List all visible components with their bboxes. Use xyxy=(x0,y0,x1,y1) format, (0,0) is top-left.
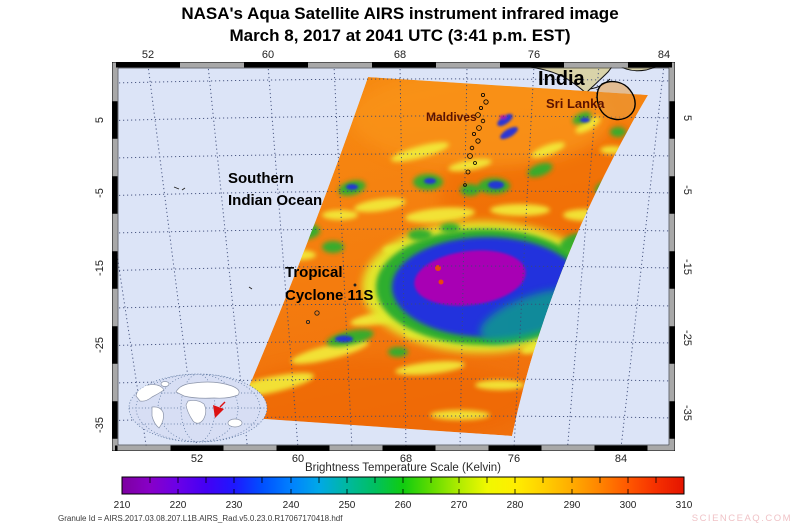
inset-continents xyxy=(135,381,243,429)
axis-left-m15: -15 xyxy=(94,260,106,276)
granule-id-text: Granule Id = AIRS.2017.03.08.207.L1B.AIR… xyxy=(58,514,343,523)
cb-label-250: 250 xyxy=(339,500,356,511)
axis-top-60: 60 xyxy=(262,49,274,61)
cyclone-cloud-mass xyxy=(362,221,626,357)
axis-bottom-52: 52 xyxy=(191,453,203,465)
colorbar-ticks xyxy=(149,477,657,494)
axis-right-m5: -5 xyxy=(681,185,693,195)
axis-left-m25: -25 xyxy=(94,337,106,353)
figure-title: NASA's Aqua Satellite AIRS instrument in… xyxy=(0,3,800,47)
cb-label-210: 210 xyxy=(114,500,131,511)
colorbar-tick-labels: 210 220 230 240 250 260 270 280 290 300 … xyxy=(114,500,693,511)
sri-lanka-outline xyxy=(596,80,636,121)
axis-top-52: 52 xyxy=(142,49,154,61)
label-maldives: Maldives xyxy=(426,110,477,124)
axis-right-m15: -15 xyxy=(681,259,693,275)
colorbar: Brightness Temperature Scale (Kelvin) xyxy=(114,462,693,511)
cb-label-270: 270 xyxy=(451,500,468,511)
cyclone-core xyxy=(414,250,526,306)
small-islands xyxy=(173,186,357,325)
cb-label-240: 240 xyxy=(283,500,300,511)
axis-left-m5: -5 xyxy=(94,188,106,198)
axis-top-68: 68 xyxy=(394,49,406,61)
cb-label-260: 260 xyxy=(395,500,412,511)
axis-right-5: 5 xyxy=(681,115,693,121)
cb-label-220: 220 xyxy=(170,500,187,511)
cb-label-280: 280 xyxy=(507,500,524,511)
maldives-atolls xyxy=(463,93,489,187)
axis-right-m25: -25 xyxy=(681,330,693,346)
label-tropical: Tropical xyxy=(285,264,343,281)
cb-label-290: 290 xyxy=(564,500,581,511)
colorbar-gradient-strip xyxy=(121,476,685,495)
label-indian-ocean: Indian Ocean xyxy=(228,192,322,209)
axis-right-m35: -35 xyxy=(681,405,693,421)
axis-bottom-76: 76 xyxy=(508,453,520,465)
map-frame xyxy=(112,62,675,451)
label-cyclone-11s: Cyclone 11S xyxy=(285,287,373,304)
axis-top-76: 76 xyxy=(528,49,540,61)
map-panel: Southern Indian Ocean Tropical Cyclone 1… xyxy=(94,49,693,465)
label-india: India xyxy=(538,68,586,90)
axis-top-84: 84 xyxy=(658,49,670,61)
label-southern: Southern xyxy=(228,170,294,187)
island-outlines xyxy=(173,80,636,325)
axis-labels: 52 60 68 76 84 52 60 68 76 84 5 -5 -15 -… xyxy=(94,49,693,465)
cb-label-310: 310 xyxy=(676,500,693,511)
axis-left-5: 5 xyxy=(94,117,106,123)
map-geo-labels: Southern Indian Ocean Tropical Cyclone 1… xyxy=(228,68,605,304)
inset-world-map xyxy=(128,373,268,443)
cb-label-300: 300 xyxy=(620,500,637,511)
colorbar-title: Brightness Temperature Scale (Kelvin) xyxy=(305,462,501,474)
axis-bottom-60: 60 xyxy=(292,453,304,465)
figure-title-line2: March 8, 2017 at 2041 UTC (3:41 p.m. EST… xyxy=(229,26,571,45)
axis-bottom-68: 68 xyxy=(400,453,412,465)
graticule xyxy=(115,65,672,448)
figure-title-line1: NASA's Aqua Satellite AIRS instrument in… xyxy=(181,4,619,23)
label-sri-lanka: Sri Lanka xyxy=(546,96,605,111)
swath-location-marker xyxy=(213,401,226,418)
cb-label-230: 230 xyxy=(226,500,243,511)
axis-left-m35: -35 xyxy=(94,417,106,433)
axis-bottom-84: 84 xyxy=(615,453,627,465)
watermark-text: SCIENCEAQ.COM xyxy=(692,513,792,524)
